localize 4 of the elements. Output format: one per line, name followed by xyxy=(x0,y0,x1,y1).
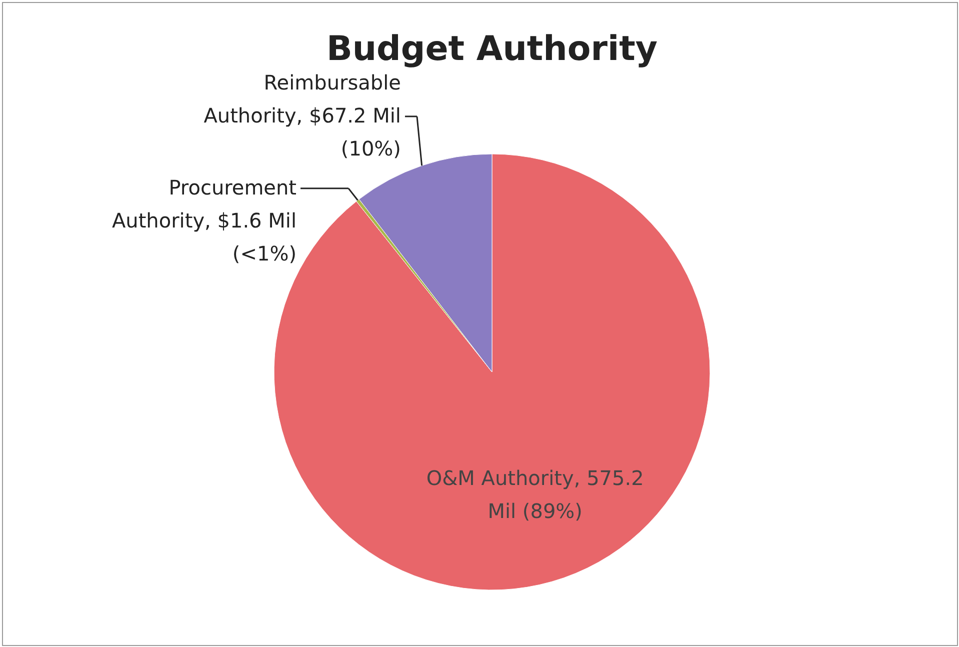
slice-label: O&M Authority, 575.2 Mil (89%) xyxy=(426,466,644,523)
slice-label: Reimbursable Authority, $67.2 Mil (10%) xyxy=(204,70,401,160)
slice-label: Procurement Authority, $1.6 Mil (<1%) xyxy=(112,175,297,266)
chart-title: Budget Authority xyxy=(326,29,658,69)
